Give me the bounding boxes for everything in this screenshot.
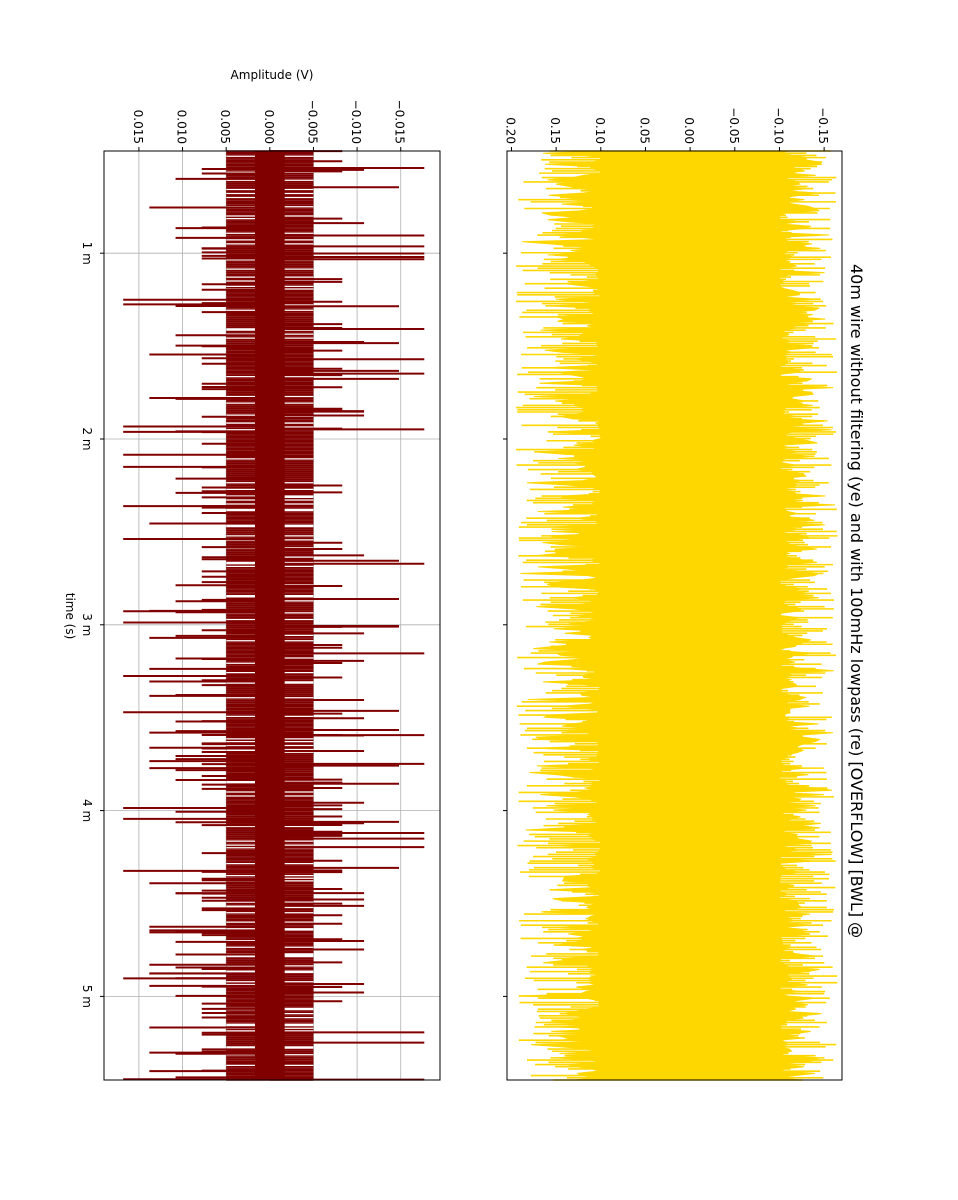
amplitude-tick-label: 0.010 [175, 110, 189, 144]
amplitude-tick-label: 0.05 [637, 117, 651, 144]
y-axis-label: Amplitude (V) [231, 68, 314, 82]
amplitude-tick-label: 0.005 [218, 110, 232, 144]
series-lowpass [123, 150, 425, 1081]
time-tick-label: 1 m [80, 242, 94, 265]
amplitude-tick-label: −0.15 [816, 107, 830, 144]
amplitude-tick-label: −0.010 [349, 100, 363, 144]
amplitude-tick-label: 0.20 [503, 117, 517, 144]
time-tick-label: 4 m [80, 799, 94, 822]
panel-lowpass: −0.015 −0.010 −0.005 0.000 0.005 0.010 0.015 1 … [80, 100, 441, 1081]
amplitude-tick-label: −0.05 [727, 107, 741, 144]
time-tick-label: 2 m [80, 427, 94, 450]
chart-title: 40m wire without filtering (ye) and with… [847, 264, 866, 938]
amplitude-tick-label: −0.10 [771, 107, 785, 144]
amplitude-tick-label: 0.00 [682, 117, 696, 144]
x-axis-label: time (s) [63, 593, 77, 640]
panel-unfiltered: −0.15 −0.10 −0.05 0.00 0.05 0.10 0.15 0.20 [503, 107, 843, 1081]
amplitude-tick-label: −0.005 [305, 100, 319, 144]
time-tick-label: 3 m [80, 613, 94, 636]
amplitude-tick-label: 0.000 [262, 110, 276, 144]
time-tick-label: 5 m [80, 985, 94, 1008]
amplitude-tick-label: 0.15 [548, 117, 562, 144]
amplitude-tick-label: 0.10 [593, 117, 607, 144]
amplitude-tick-label: −0.015 [393, 100, 407, 144]
amplitude-tick-label: 0.015 [131, 110, 145, 144]
series-unfiltered [516, 150, 838, 1081]
axes-frame [103, 150, 441, 1081]
axes-frame [506, 150, 843, 1081]
